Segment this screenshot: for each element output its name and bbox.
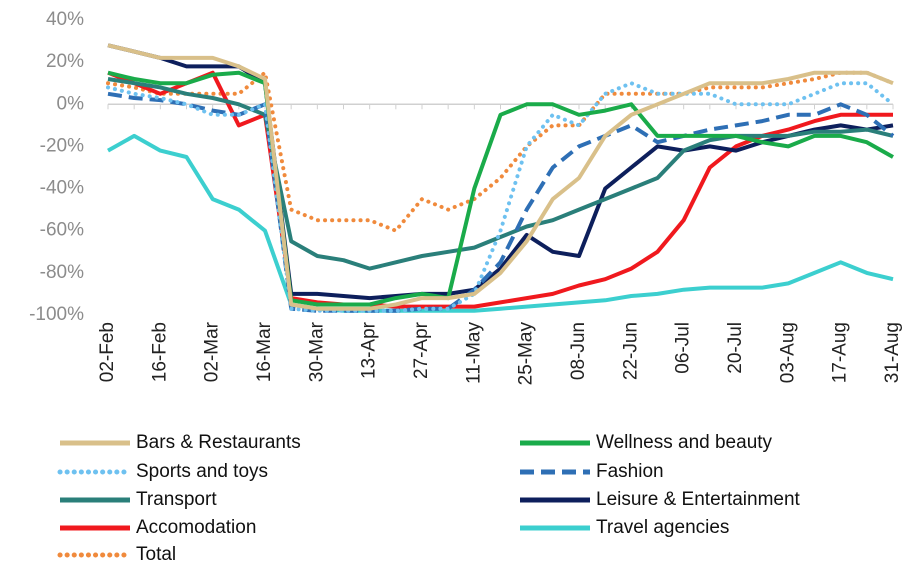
y-tick-label: -100%	[29, 304, 84, 325]
legend-label: Transport	[136, 489, 217, 510]
y-tick-label: -60%	[40, 220, 84, 241]
x-tick-label: 11-May	[463, 322, 484, 384]
y-tick-label: -40%	[40, 178, 84, 199]
legend-label: Leisure & Entertainment	[596, 489, 801, 510]
y-tick-label: 40%	[46, 9, 84, 30]
x-tick-label: 22-Jun	[620, 322, 641, 380]
legend-label: Accomodation	[136, 517, 256, 538]
x-tick-label: 03-Aug	[777, 322, 798, 383]
series-line	[107, 133, 894, 313]
x-tick-label: 31-Aug	[882, 322, 903, 383]
legend-label: Bars & Restaurants	[136, 432, 301, 453]
x-tick-label: 13-Apr	[359, 321, 380, 379]
y-tick-label: 0%	[57, 93, 85, 114]
y-tick-label: -20%	[40, 135, 84, 156]
x-tick-label: 25-May	[516, 322, 537, 386]
series-line	[107, 70, 894, 307]
y-tick-label: -80%	[40, 262, 84, 283]
series-line	[107, 77, 894, 271]
y-tick-label: 20%	[46, 51, 84, 72]
legend-label: Fashion	[596, 461, 664, 482]
legend-label: Wellness and beauty	[596, 432, 773, 453]
x-tick-label: 06-Jul	[673, 322, 694, 374]
series-line	[106, 81, 895, 313]
x-tick-label: 02-Mar	[202, 321, 223, 382]
legend-label: Total	[136, 544, 176, 565]
legend-label: Sports and toys	[136, 461, 268, 482]
series-line	[106, 70, 895, 233]
series-line	[107, 43, 894, 311]
x-tick-label: 16-Feb	[149, 322, 170, 382]
x-tick-label: 08-Jun	[568, 322, 589, 380]
x-tick-label: 17-Aug	[830, 322, 851, 383]
x-tick-label: 30-Mar	[306, 321, 327, 382]
x-tick-label: 16-Mar	[254, 321, 275, 382]
legend-label: Travel agencies	[596, 517, 729, 538]
x-tick-label: 02-Feb	[97, 322, 118, 382]
x-tick-label: 27-Apr	[411, 321, 432, 379]
x-tick-label: 20-Jul	[725, 322, 746, 374]
